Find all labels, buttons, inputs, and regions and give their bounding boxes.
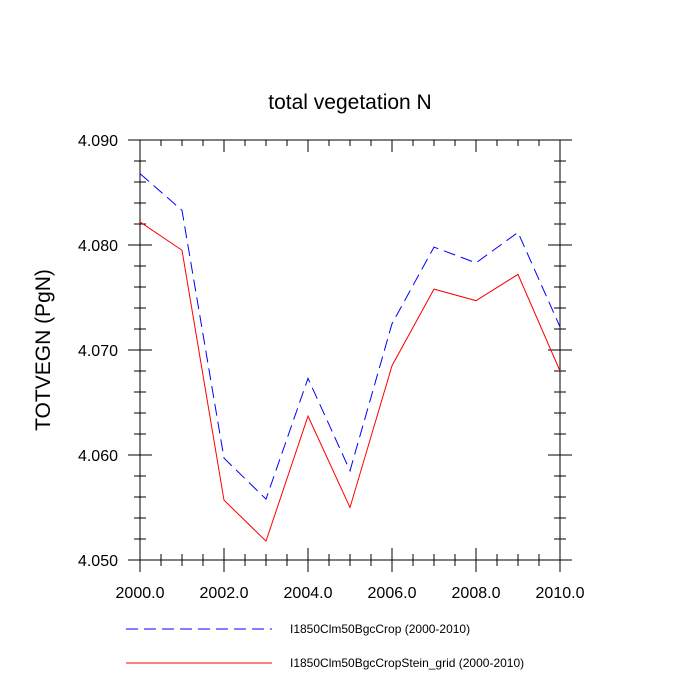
- legend: I1850Clm50BgcCrop (2000-2010) I1850Clm50B…: [126, 622, 524, 670]
- legend-label-2: I1850Clm50BgcCropStein_grid (2000-2010): [290, 656, 524, 670]
- plot-frame: [139, 139, 561, 561]
- y-tick-label: 4.090: [78, 133, 118, 150]
- legend-label-1: I1850Clm50BgcCrop (2000-2010): [290, 622, 470, 636]
- chart-title: total vegetation N: [268, 91, 431, 114]
- y-tick-label: 4.080: [78, 238, 118, 255]
- x-tick-label: 2010.0: [536, 585, 585, 602]
- x-tick-label: 2004.0: [284, 585, 333, 602]
- y-axis-label: TOTVEGN (PgN): [32, 269, 55, 431]
- series-lines: [139, 173, 561, 543]
- y-tick-label: 4.060: [78, 448, 118, 465]
- axis-ticks: [128, 139, 572, 572]
- x-tick-label: 2008.0: [452, 585, 501, 602]
- series-line-1: [139, 173, 561, 501]
- x-tick-label: 2002.0: [200, 585, 249, 602]
- tick-labels: 2000.0 2002.0 2004.0 2006.0 2008.0 2010.0 4.05…: [78, 133, 585, 602]
- x-tick-label: 2006.0: [368, 585, 417, 602]
- y-tick-label: 4.070: [78, 343, 118, 360]
- x-tick-label: 2000.0: [116, 585, 165, 602]
- y-tick-label: 4.050: [78, 553, 118, 570]
- series-line-2: [139, 221, 561, 543]
